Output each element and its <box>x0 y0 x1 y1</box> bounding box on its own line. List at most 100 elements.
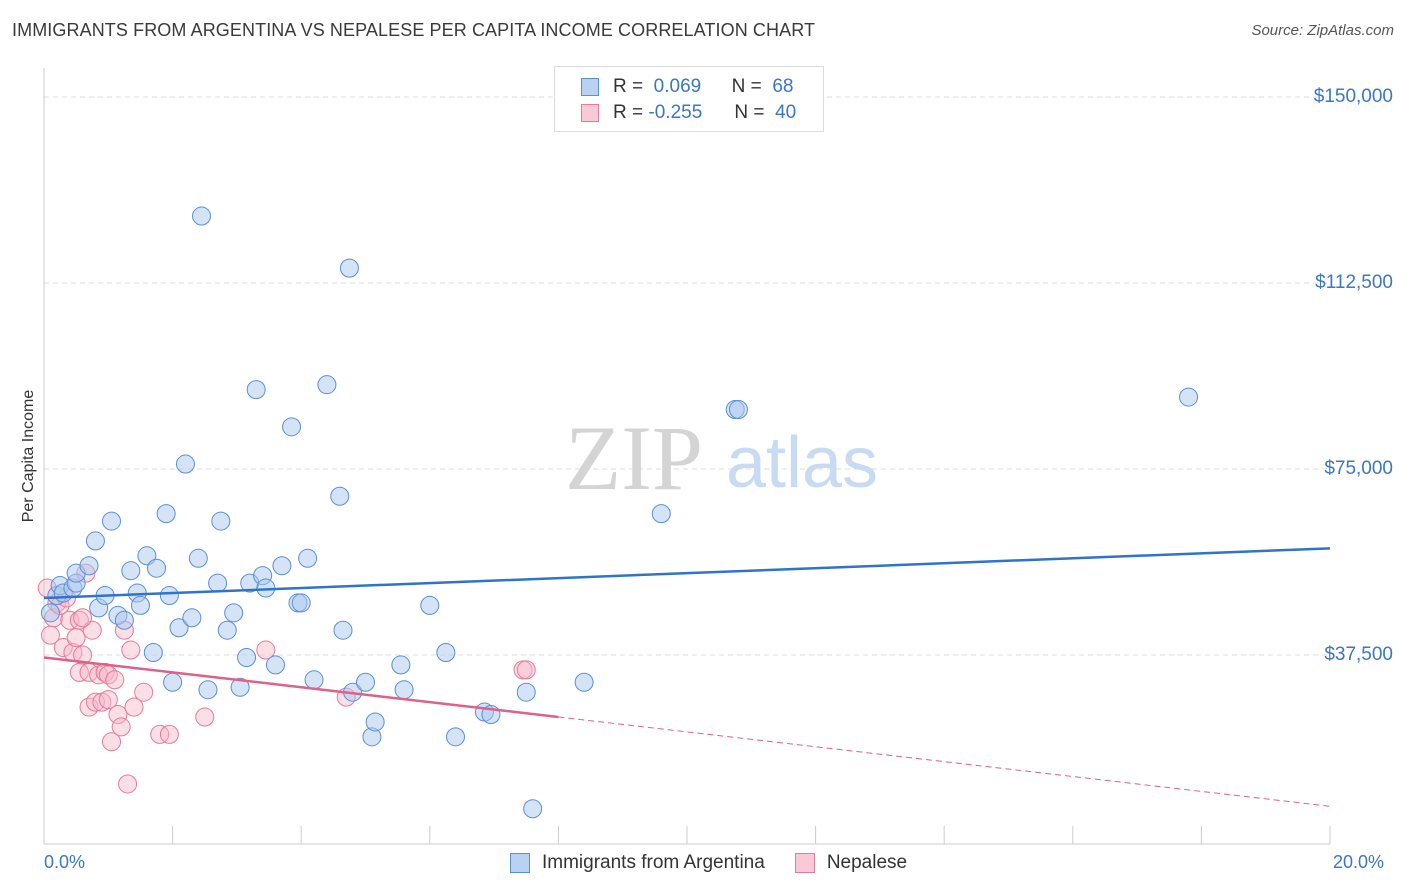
data-point-nepalese <box>121 640 141 660</box>
data-point-argentina <box>446 727 466 747</box>
trend-line-nepalese <box>43 656 559 719</box>
data-point-argentina <box>298 548 318 568</box>
data-point-argentina <box>79 556 99 576</box>
legend-n-value: 40 <box>775 102 797 123</box>
legend-label-nepalese: Nepalese <box>826 852 908 873</box>
chart-title: IMMIGRANTS FROM ARGENTINA VS NEPALESE PE… <box>12 20 816 40</box>
data-point-nepalese <box>195 707 215 727</box>
data-point-nepalese <box>111 717 131 737</box>
legend-item-argentina[interactable]: Immigrants from Argentina <box>510 852 765 874</box>
legend-row-argentina: R = 0.069 N = 68 <box>581 75 793 99</box>
data-point-argentina <box>1179 387 1199 407</box>
data-point-argentina <box>163 672 183 692</box>
data-point-nepalese <box>79 697 99 717</box>
data-point-nepalese <box>98 690 118 710</box>
data-point-nepalese <box>256 640 276 660</box>
data-point-argentina <box>339 258 359 278</box>
data-point-argentina <box>420 595 440 615</box>
data-point-nepalese <box>134 682 154 702</box>
data-point-argentina <box>102 511 122 531</box>
data-point-argentina <box>333 620 353 640</box>
legend-r-label: R = <box>613 76 644 97</box>
data-point-argentina <box>365 712 385 732</box>
data-point-nepalese <box>118 774 138 794</box>
legend-swatch-blue-icon <box>581 78 599 96</box>
data-point-argentina <box>237 647 257 667</box>
data-point-argentina <box>156 504 176 524</box>
data-point-argentina <box>188 548 208 568</box>
data-point-nepalese <box>53 638 73 658</box>
data-point-nepalese <box>102 732 122 752</box>
trend-line-nepalese-extension <box>558 716 1331 807</box>
y-tick-label: $37,500 <box>1324 644 1393 665</box>
data-point-argentina <box>304 670 324 690</box>
data-point-argentina <box>391 655 411 675</box>
legend-n-value: 68 <box>772 76 794 97</box>
axes <box>43 68 1331 845</box>
data-point-argentina <box>516 682 536 702</box>
y-axis-label: Per Capita Income <box>20 389 37 523</box>
data-point-argentina <box>330 486 350 506</box>
data-point-argentina <box>230 677 250 697</box>
legend-r-value: 0.069 <box>653 76 702 97</box>
data-point-nepalese <box>150 724 170 744</box>
data-point-nepalese <box>108 705 128 725</box>
data-point-argentina <box>114 610 134 630</box>
data-point-argentina <box>317 375 337 395</box>
series-argentina <box>40 206 1199 819</box>
data-point-argentina <box>356 672 375 692</box>
data-point-argentina <box>436 643 456 663</box>
data-point-nepalese <box>73 645 93 665</box>
data-point-argentina <box>651 504 671 524</box>
legend-swatch-blue-icon <box>510 853 530 873</box>
legend-r-value: -0.255 <box>648 102 703 123</box>
legend-swatch-pink-icon <box>581 104 599 122</box>
trend-line-argentina <box>43 547 1331 600</box>
legend-row-nepalese: R = -0.255 N = 40 <box>581 101 796 125</box>
y-tick-label: $75,000 <box>1324 458 1393 479</box>
watermark: ZIP atlas <box>565 407 878 509</box>
data-point-nepalese <box>105 670 125 690</box>
y-tick-label: $112,500 <box>1315 272 1393 293</box>
data-point-argentina <box>282 417 302 437</box>
data-point-nepalese <box>69 610 89 630</box>
legend-swatch-pink-icon <box>794 853 815 873</box>
data-point-argentina <box>130 595 150 615</box>
x-tick-label-min: 0.0% <box>44 852 86 872</box>
data-point-argentina <box>394 680 414 700</box>
y-tick-label: $150,000 <box>1313 86 1393 107</box>
legend-label-argentina: Immigrants from Argentina <box>542 852 765 873</box>
data-point-argentina <box>40 603 60 623</box>
legend-r-label: R = <box>613 102 644 123</box>
data-point-nepalese <box>66 628 86 648</box>
trend-lines <box>43 547 1331 807</box>
data-point-argentina <box>523 799 543 819</box>
legend-n-label: N = <box>731 76 762 97</box>
stats-legend: R = 0.069 N = 68 R = -0.255 N = 40 <box>554 66 824 132</box>
data-point-argentina <box>272 556 292 576</box>
grid-lines <box>44 96 1330 656</box>
data-point-argentina <box>728 399 748 419</box>
data-point-argentina <box>169 618 189 638</box>
data-point-argentina <box>182 608 202 628</box>
data-point-nepalese <box>124 697 144 717</box>
data-point-nepalese <box>73 608 93 628</box>
data-point-argentina <box>211 511 231 531</box>
watermark-zip: ZIP <box>565 407 703 509</box>
source-label: Source: ZipAtlas.com <box>1251 22 1394 39</box>
x-tick-label-max: 20.0% <box>1333 852 1385 872</box>
data-point-argentina <box>175 454 195 474</box>
data-point-argentina <box>121 561 141 581</box>
data-point-argentina <box>224 603 244 623</box>
watermark-atlas: atlas <box>726 423 878 503</box>
series-legend: Immigrants from Argentina Nepalese <box>510 852 937 874</box>
data-point-argentina <box>246 380 266 400</box>
data-point-argentina <box>217 620 237 640</box>
legend-item-nepalese[interactable]: Nepalese <box>794 852 908 874</box>
data-point-argentina <box>198 680 218 700</box>
data-point-argentina <box>143 643 163 663</box>
data-point-argentina <box>159 585 179 605</box>
series-nepalese <box>37 563 536 794</box>
data-point-argentina <box>147 558 167 578</box>
data-point-nepalese <box>159 724 179 744</box>
